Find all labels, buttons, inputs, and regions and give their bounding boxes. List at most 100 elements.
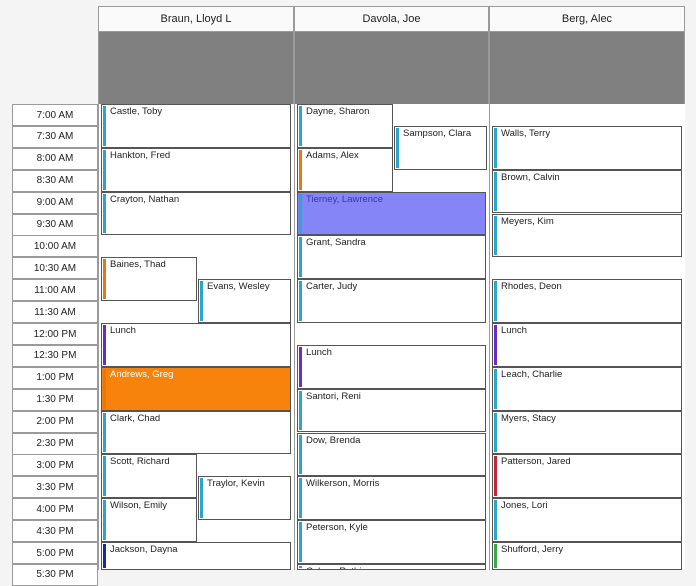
appointment-block[interactable]: Santori, Reni bbox=[297, 388, 486, 433]
appointment-label: Peterson, Kyle bbox=[306, 522, 368, 534]
time-slot-label: 10:00 AM bbox=[12, 235, 98, 258]
provider-banner bbox=[294, 32, 489, 104]
time-slot-label: 12:00 PM bbox=[12, 323, 98, 345]
appointment-block[interactable]: Walls, Terry bbox=[492, 125, 682, 170]
appointment-label: Clark, Chad bbox=[110, 412, 161, 424]
appointment-label: Lunch bbox=[501, 325, 527, 336]
appointment-type-bar bbox=[299, 281, 302, 321]
appointment-label: Dow, Brenda bbox=[306, 434, 361, 446]
appointment-type-bar bbox=[299, 106, 302, 146]
appointment-block[interactable]: Dow, Brenda bbox=[297, 432, 486, 477]
appointment-block[interactable]: Peterson, Kyle bbox=[297, 520, 486, 564]
appointment-type-bar bbox=[299, 346, 302, 387]
appointment-type-bar bbox=[103, 368, 106, 409]
appointment-type-bar bbox=[494, 325, 497, 365]
appointment-type-bar bbox=[396, 127, 399, 168]
appointment-block[interactable]: Hankton, Fred bbox=[101, 147, 291, 192]
appointment-block[interactable]: Lunch bbox=[492, 323, 682, 367]
time-slot-label: 8:30 AM bbox=[12, 169, 98, 192]
appointment-block[interactable]: Rhodes, Deon bbox=[492, 279, 682, 323]
appointment-block[interactable]: Brown, Calvin bbox=[492, 169, 682, 214]
appointment-block[interactable]: Cohen, Ruthie bbox=[297, 563, 486, 570]
appointment-label: Tierney, Lawrence bbox=[306, 193, 384, 205]
appointment-block[interactable]: Adams, Alex bbox=[297, 147, 393, 192]
appointment-block[interactable]: Wilkerson, Morris bbox=[297, 476, 486, 521]
appointment-block[interactable]: Jackson, Dayna bbox=[101, 542, 291, 570]
appointment-label: Scott, Richard bbox=[110, 456, 170, 468]
appointment-block[interactable]: Meyers, Kim bbox=[492, 213, 682, 258]
appointment-block[interactable]: Myers, Stacy bbox=[492, 410, 682, 455]
appointment-label: Grant, Sandra bbox=[306, 237, 366, 249]
appointment-block[interactable]: Wilson, Emily bbox=[101, 498, 197, 542]
appointment-type-bar bbox=[103, 193, 106, 234]
appointment-block[interactable]: Sampson, Clara bbox=[394, 125, 487, 170]
appointment-label: Baines, Thad bbox=[110, 259, 166, 271]
time-slot-label: 12:30 PM bbox=[12, 344, 98, 367]
appointment-label: Traylor, Kevin bbox=[207, 478, 265, 490]
time-slot-label: 1:30 PM bbox=[12, 388, 98, 411]
appointment-block[interactable]: Grant, Sandra bbox=[297, 235, 486, 280]
appointment-block[interactable]: Dayne, Sharon bbox=[297, 104, 393, 148]
appointment-label: Wilkerson, Morris bbox=[306, 478, 380, 490]
appointment-type-bar bbox=[494, 281, 497, 321]
time-slot-label: 4:00 PM bbox=[12, 498, 98, 521]
time-slot-label: 8:00 AM bbox=[12, 147, 98, 170]
time-slot-label: 2:30 PM bbox=[12, 432, 98, 455]
provider-header[interactable]: Braun, Lloyd L bbox=[98, 6, 294, 32]
time-slot-label: 7:30 AM bbox=[12, 125, 98, 148]
appointment-label: Myers, Stacy bbox=[501, 412, 556, 424]
appointment-block[interactable]: Jones, Lori bbox=[492, 498, 682, 542]
appointment-type-bar bbox=[103, 456, 106, 497]
appointment-label: Patterson, Jared bbox=[501, 456, 571, 468]
appointment-block[interactable]: Shufford, Jerry bbox=[492, 542, 682, 570]
appointment-type-bar bbox=[494, 368, 497, 409]
time-slot-label: 9:00 AM bbox=[12, 191, 98, 214]
appointment-type-bar bbox=[103, 412, 106, 453]
appointment-label: Jackson, Dayna bbox=[110, 544, 178, 555]
appointment-label: Cohen, Ruthie bbox=[306, 566, 367, 569]
appointment-block[interactable]: Carter, Judy bbox=[297, 279, 486, 323]
appointment-type-bar bbox=[103, 259, 106, 300]
time-slot-label: 3:30 PM bbox=[12, 476, 98, 499]
appointment-label: Santori, Reni bbox=[306, 390, 361, 402]
appointment-label: Leach, Charlie bbox=[501, 368, 563, 380]
provider-banner bbox=[98, 32, 294, 104]
appointment-type-bar bbox=[494, 500, 497, 540]
appointment-block[interactable]: Crayton, Nathan bbox=[101, 191, 291, 236]
provider-header[interactable]: Berg, Alec bbox=[489, 6, 685, 32]
appointment-block[interactable]: Clark, Chad bbox=[101, 410, 291, 455]
provider-banner bbox=[489, 32, 685, 104]
appointment-type-bar bbox=[103, 149, 106, 190]
appointment-block[interactable]: Patterson, Jared bbox=[492, 454, 682, 499]
appointment-block[interactable]: Traylor, Kevin bbox=[198, 476, 291, 521]
appointment-label: Lunch bbox=[110, 325, 136, 336]
appointment-type-bar bbox=[299, 390, 302, 431]
appointment-label: Lunch bbox=[306, 346, 332, 358]
provider-header[interactable]: Davola, Joe bbox=[294, 6, 489, 32]
appointment-block[interactable]: Castle, Toby bbox=[101, 104, 291, 148]
appointment-type-bar bbox=[103, 325, 106, 365]
appointment-type-bar bbox=[494, 412, 497, 453]
appointment-type-bar bbox=[494, 171, 497, 212]
appointment-label: Wilson, Emily bbox=[110, 500, 168, 512]
time-slot-label: 9:30 AM bbox=[12, 213, 98, 236]
appointment-label: Crayton, Nathan bbox=[110, 193, 180, 205]
appointment-block[interactable]: Lunch bbox=[101, 323, 291, 367]
appointment-type-bar bbox=[494, 127, 497, 168]
appointment-label: Shufford, Jerry bbox=[501, 544, 564, 555]
appointment-block[interactable]: Andrews, Greg bbox=[101, 366, 291, 411]
appointment-block[interactable]: Evans, Wesley bbox=[198, 279, 291, 323]
appointment-block[interactable]: Lunch bbox=[297, 344, 486, 389]
appointment-label: Rhodes, Deon bbox=[501, 281, 562, 293]
time-slot-label: 7:00 AM bbox=[12, 104, 98, 126]
appointment-block[interactable]: Leach, Charlie bbox=[492, 366, 682, 411]
appointment-type-bar bbox=[299, 478, 302, 519]
appointment-type-bar bbox=[494, 456, 497, 497]
appointment-block[interactable]: Baines, Thad bbox=[101, 257, 197, 302]
appointment-label: Sampson, Clara bbox=[403, 127, 472, 139]
appointment-type-bar bbox=[299, 434, 302, 475]
appointment-block[interactable]: Tierney, Lawrence bbox=[297, 191, 486, 236]
provider-name: Braun, Lloyd L bbox=[160, 13, 232, 25]
appointment-block[interactable]: Scott, Richard bbox=[101, 454, 197, 499]
appointment-label: Adams, Alex bbox=[306, 149, 359, 161]
